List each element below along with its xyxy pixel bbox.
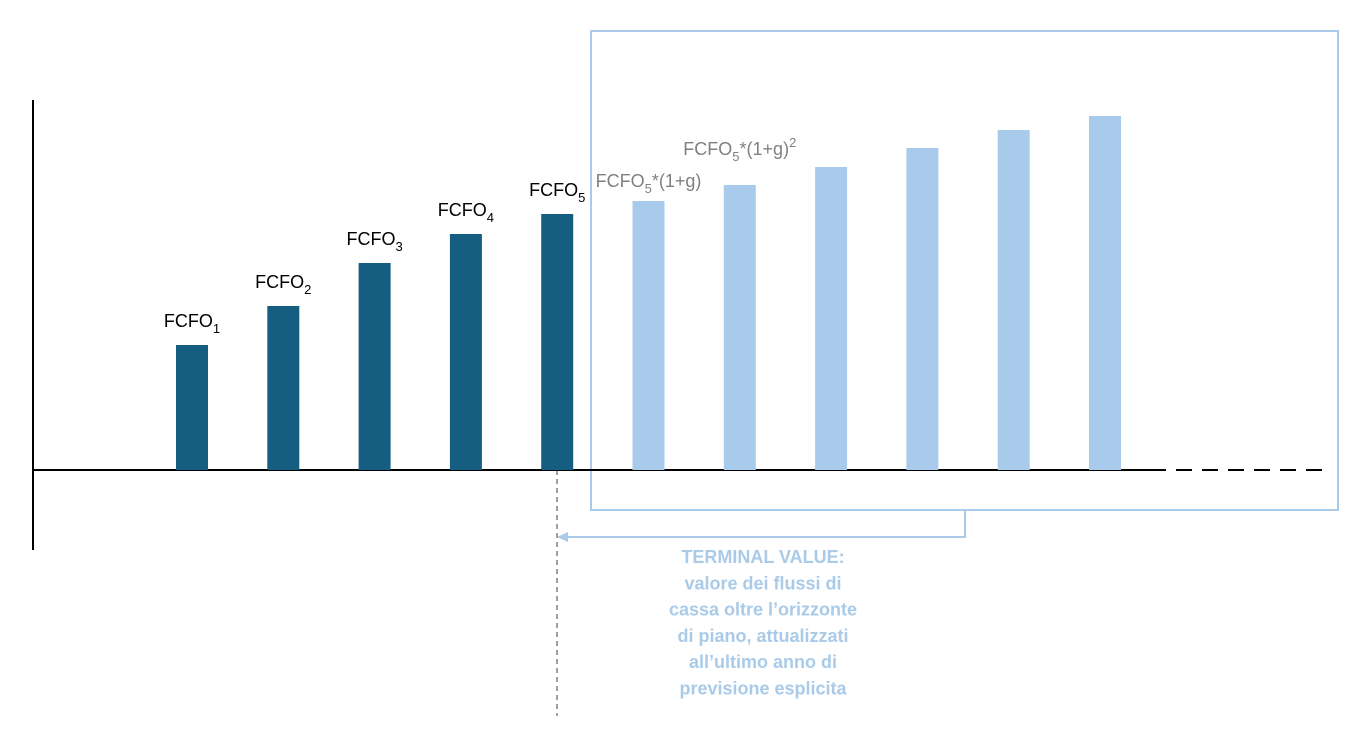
bar — [997, 130, 1030, 470]
label-sup: 2 — [789, 135, 796, 150]
bar-label: FCFO4 — [438, 200, 494, 225]
bar — [267, 306, 300, 470]
annotation-line: cassa oltre l’orizzonte — [669, 600, 857, 620]
label-base: FCFO — [529, 180, 578, 200]
label-base: FCFO — [596, 171, 645, 191]
label-base: FCFO — [255, 272, 304, 292]
label-sub: 2 — [304, 282, 311, 297]
label-sub: 3 — [395, 239, 402, 254]
bar — [1089, 116, 1121, 470]
bar-label: FCFO1 — [164, 311, 220, 336]
bar-label: FCFO5*(1+g) — [596, 171, 702, 196]
annotation-line: all’ultimo anno di — [689, 652, 837, 672]
connector — [566, 510, 966, 538]
label-sub: 5 — [645, 181, 652, 196]
label-base: FCFO — [438, 200, 487, 220]
label-base: FCFO — [683, 139, 732, 159]
label-sub: 1 — [213, 321, 220, 336]
bar-label: FCFO5*(1+g)2 — [683, 135, 796, 164]
label-base: FCFO — [164, 311, 213, 331]
label-base: FCFO — [346, 229, 395, 249]
bar — [906, 148, 939, 470]
label-rest: *(1+g) — [652, 171, 702, 191]
label-sub: 4 — [487, 210, 494, 225]
annotation-line: di piano, attualizzati — [677, 626, 848, 646]
annotation-line: previsione esplicita — [679, 679, 847, 699]
bar — [176, 345, 208, 470]
bar-label: FCFO2 — [255, 272, 311, 297]
bar-label: FCFO3 — [346, 229, 402, 254]
bar — [815, 167, 848, 470]
bar — [358, 263, 391, 470]
bar — [541, 214, 574, 470]
arrow-head — [557, 532, 568, 542]
bar — [723, 185, 756, 470]
bar — [449, 234, 482, 470]
bar — [632, 201, 665, 470]
annotation-line: TERMINAL VALUE: — [681, 547, 844, 567]
annotation-line: valore dei flussi di — [684, 573, 841, 593]
label-sub: 5 — [578, 190, 585, 205]
bar-label: FCFO5 — [529, 180, 585, 205]
label-rest: *(1+g) — [740, 139, 790, 159]
label-sub: 5 — [732, 149, 739, 164]
terminal-box — [590, 30, 1339, 511]
